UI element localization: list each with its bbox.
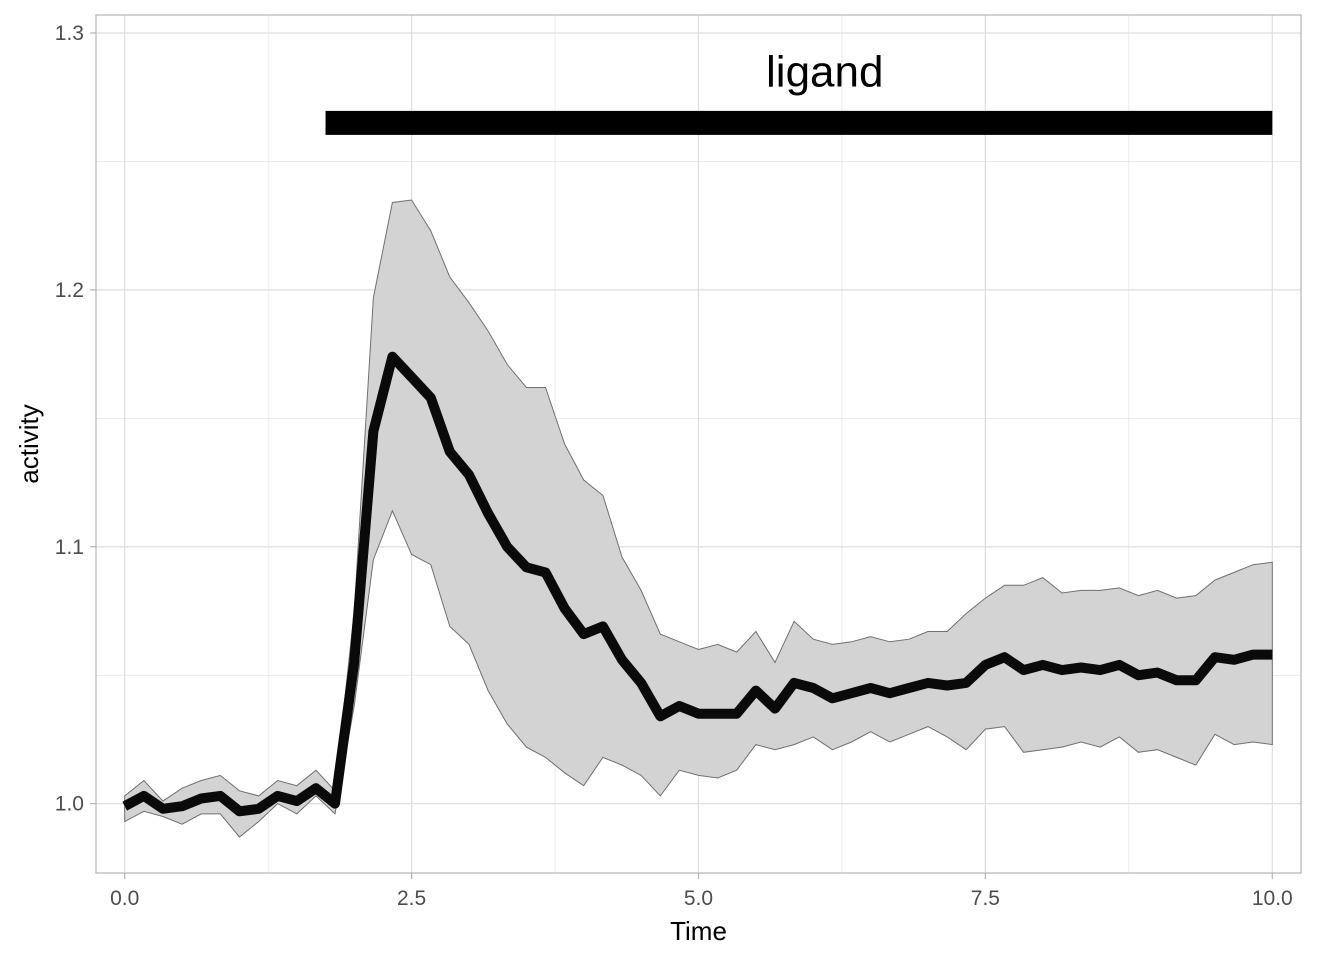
ligand-bar <box>325 110 1273 135</box>
grid <box>96 15 1301 873</box>
y-tick-label: 1.0 <box>55 793 84 816</box>
y-tick-labels: 1.0 1.1 1.2 1.3 <box>55 22 84 816</box>
y-axis-title: activity <box>14 404 44 483</box>
series-line <box>122 351 1273 817</box>
ligand-annotation: ligand <box>766 48 883 97</box>
y-tick-label: 1.2 <box>55 279 84 302</box>
axis-ticks <box>90 32 1273 879</box>
x-tick-label: 10.0 <box>1252 887 1293 910</box>
x-tick-label: 2.5 <box>397 887 426 910</box>
y-tick-label: 1.3 <box>55 22 84 45</box>
x-axis-title: Time <box>670 916 727 946</box>
x-tick-label: 0.0 <box>110 887 139 910</box>
x-tick-label: 7.5 <box>971 887 1000 910</box>
y-tick-label: 1.1 <box>55 536 84 559</box>
x-tick-labels: 0.0 2.5 5.0 7.5 10.0 <box>110 887 1293 910</box>
x-tick-label: 5.0 <box>684 887 713 910</box>
confidence-ribbon <box>124 199 1273 838</box>
